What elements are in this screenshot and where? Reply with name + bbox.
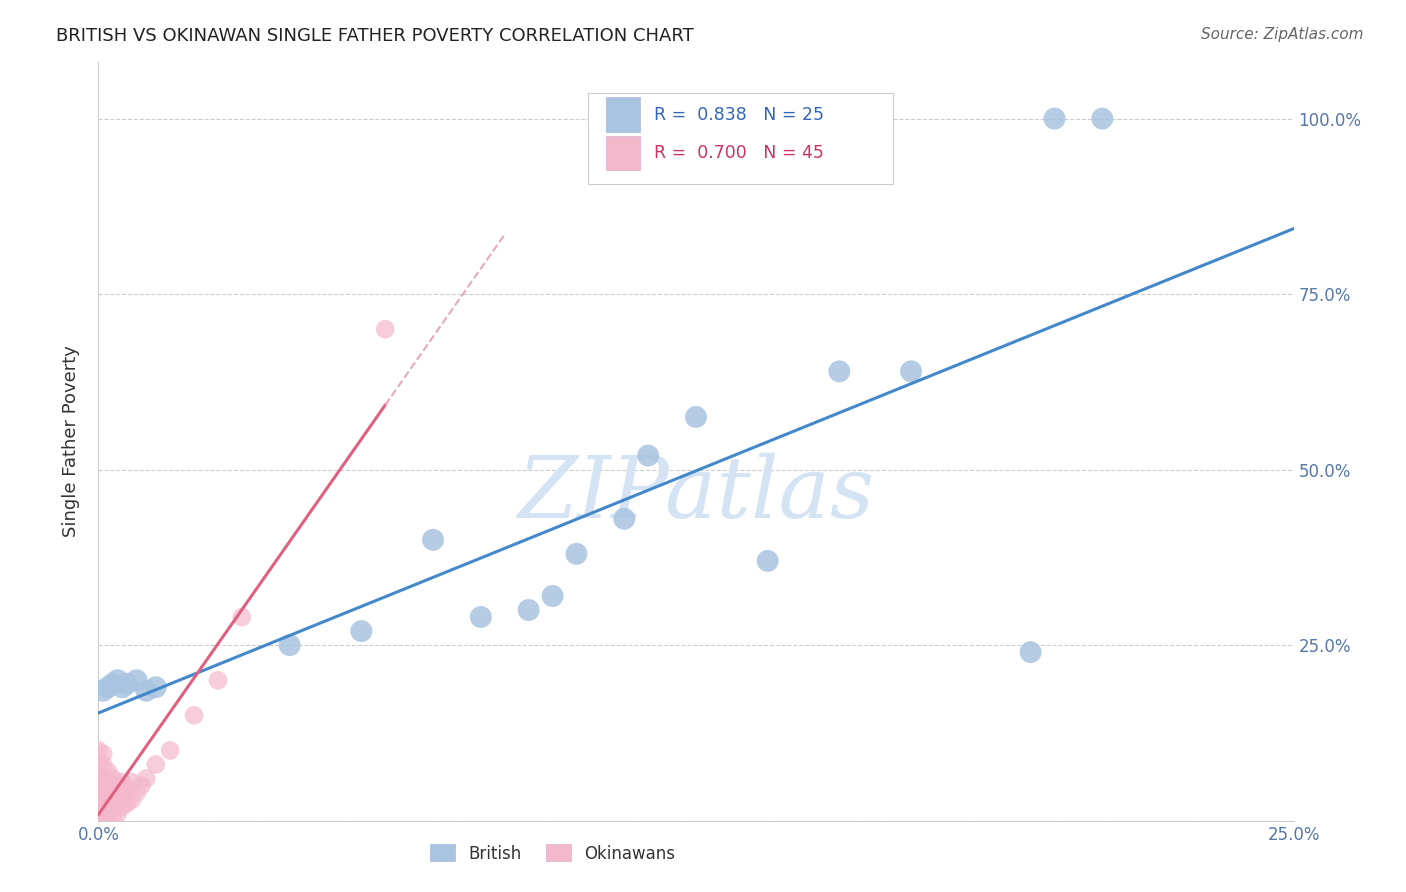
Text: BRITISH VS OKINAWAN SINGLE FATHER POVERTY CORRELATION CHART: BRITISH VS OKINAWAN SINGLE FATHER POVERT…	[56, 27, 695, 45]
Text: Source: ZipAtlas.com: Source: ZipAtlas.com	[1201, 27, 1364, 42]
Point	[87, 743, 110, 757]
Point	[91, 772, 114, 786]
Point	[87, 757, 110, 772]
Point	[111, 680, 134, 694]
Point	[145, 680, 167, 694]
Point	[756, 554, 779, 568]
Point	[87, 806, 110, 821]
Point	[135, 772, 157, 786]
Point	[278, 638, 301, 652]
Point	[107, 806, 129, 821]
Text: ZIPatlas: ZIPatlas	[517, 453, 875, 536]
Point	[207, 673, 229, 688]
Point	[107, 792, 129, 806]
Point	[97, 796, 120, 810]
Point	[613, 512, 636, 526]
Point	[121, 775, 143, 789]
Point	[565, 547, 588, 561]
Point	[135, 683, 157, 698]
Point	[374, 322, 396, 336]
Point	[107, 673, 129, 688]
Point	[685, 409, 707, 424]
Point	[97, 814, 120, 828]
Point	[87, 779, 110, 793]
Point	[115, 677, 138, 691]
Point	[101, 677, 124, 691]
Point	[422, 533, 444, 547]
Point	[828, 364, 851, 378]
Point	[183, 708, 205, 723]
Point	[87, 799, 110, 814]
Point	[97, 764, 120, 779]
Point	[91, 789, 114, 803]
Point	[91, 799, 114, 814]
Point	[97, 775, 120, 789]
Point	[91, 683, 114, 698]
Point	[107, 779, 129, 793]
Point	[91, 814, 114, 828]
Point	[145, 757, 167, 772]
Point	[1091, 112, 1114, 126]
Point	[131, 779, 153, 793]
Legend: British, Okinawans: British, Okinawans	[423, 838, 682, 869]
Point	[87, 814, 110, 828]
Point	[97, 806, 120, 821]
Text: R =  0.838   N = 25: R = 0.838 N = 25	[654, 105, 824, 123]
Point	[159, 743, 181, 757]
Point	[91, 806, 114, 821]
Point	[87, 789, 110, 803]
Point	[517, 603, 540, 617]
Point	[101, 810, 124, 824]
Point	[637, 449, 659, 463]
Point	[125, 673, 148, 688]
Point	[350, 624, 373, 639]
Point	[125, 786, 148, 800]
Point	[91, 779, 114, 793]
Point	[121, 792, 143, 806]
Point	[1019, 645, 1042, 659]
Point	[101, 772, 124, 786]
Point	[91, 747, 114, 761]
Point	[101, 786, 124, 800]
Point	[101, 799, 124, 814]
Point	[115, 782, 138, 797]
Point	[1043, 112, 1066, 126]
Point	[91, 757, 114, 772]
Text: R =  0.700   N = 45: R = 0.700 N = 45	[654, 144, 824, 161]
FancyBboxPatch shape	[606, 97, 640, 132]
Point	[97, 680, 120, 694]
Point	[541, 589, 564, 603]
Point	[97, 786, 120, 800]
Y-axis label: Single Father Poverty: Single Father Poverty	[62, 345, 80, 538]
Point	[470, 610, 492, 624]
Point	[111, 789, 134, 803]
Point	[115, 796, 138, 810]
Point	[87, 772, 110, 786]
Point	[111, 775, 134, 789]
Point	[111, 799, 134, 814]
FancyBboxPatch shape	[589, 93, 893, 184]
Point	[231, 610, 253, 624]
Point	[900, 364, 922, 378]
FancyBboxPatch shape	[606, 136, 640, 170]
